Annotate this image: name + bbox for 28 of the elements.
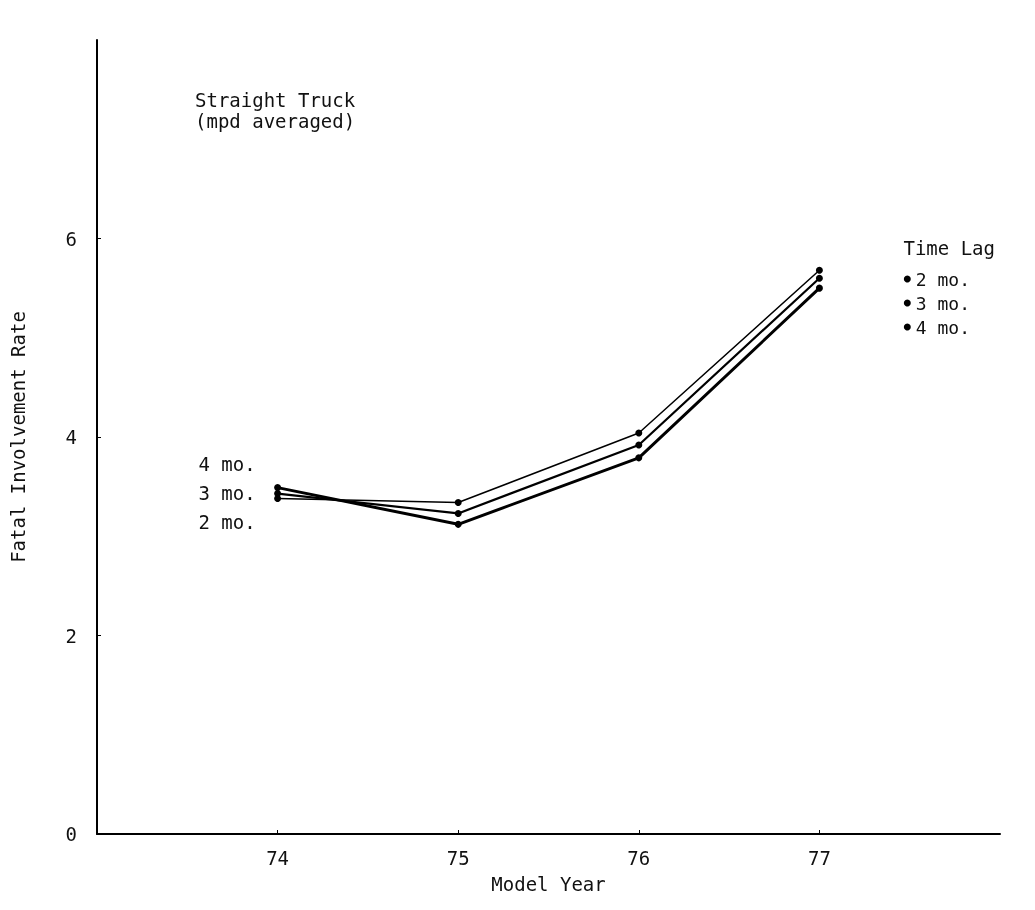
y-tick-label: 6 — [65, 227, 77, 250]
text: 4 mo. — [198, 453, 256, 476]
y-axis-title: Fatal Involvement Rate — [6, 311, 29, 563]
point — [274, 484, 282, 492]
legend-label: 4 mo. — [915, 316, 970, 338]
text: 3 mo. — [198, 482, 256, 505]
point — [454, 509, 462, 517]
point — [454, 499, 462, 506]
y-tick-label: 2 — [65, 624, 77, 647]
point — [815, 284, 823, 292]
x-tick-label: 77 — [807, 846, 831, 869]
text: 2 mo. — [198, 511, 256, 534]
point — [635, 441, 643, 449]
point — [454, 520, 462, 528]
y-tick-label: 0 — [65, 823, 77, 845]
legend-title: Time Lag — [903, 236, 995, 259]
point — [635, 429, 643, 437]
legend-label: 3 mo. — [915, 292, 970, 314]
point — [635, 454, 643, 462]
x-axis-title: Model Year — [491, 872, 606, 895]
legend-label: 2 mo. — [915, 268, 970, 290]
x-tick-label: 75 — [446, 846, 470, 869]
point — [815, 274, 823, 282]
point — [815, 266, 823, 274]
x-tick-label: 74 — [266, 846, 290, 869]
x-tick-label: 76 — [627, 846, 651, 869]
text: Straight Truck — [195, 88, 356, 111]
y-tick-label: 4 — [65, 426, 77, 448]
